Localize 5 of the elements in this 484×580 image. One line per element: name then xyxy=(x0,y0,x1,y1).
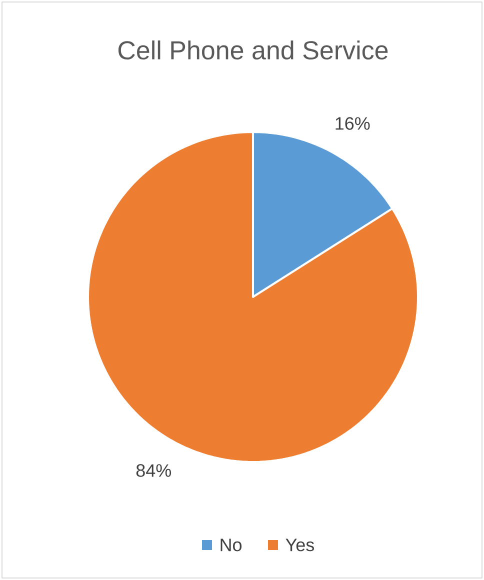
chart-title: Cell Phone and Service xyxy=(118,40,388,60)
legend-label: Yes xyxy=(286,538,314,552)
data-label: 84% xyxy=(136,464,172,477)
data-label: 16% xyxy=(336,117,370,130)
legend-label: No xyxy=(220,538,242,552)
